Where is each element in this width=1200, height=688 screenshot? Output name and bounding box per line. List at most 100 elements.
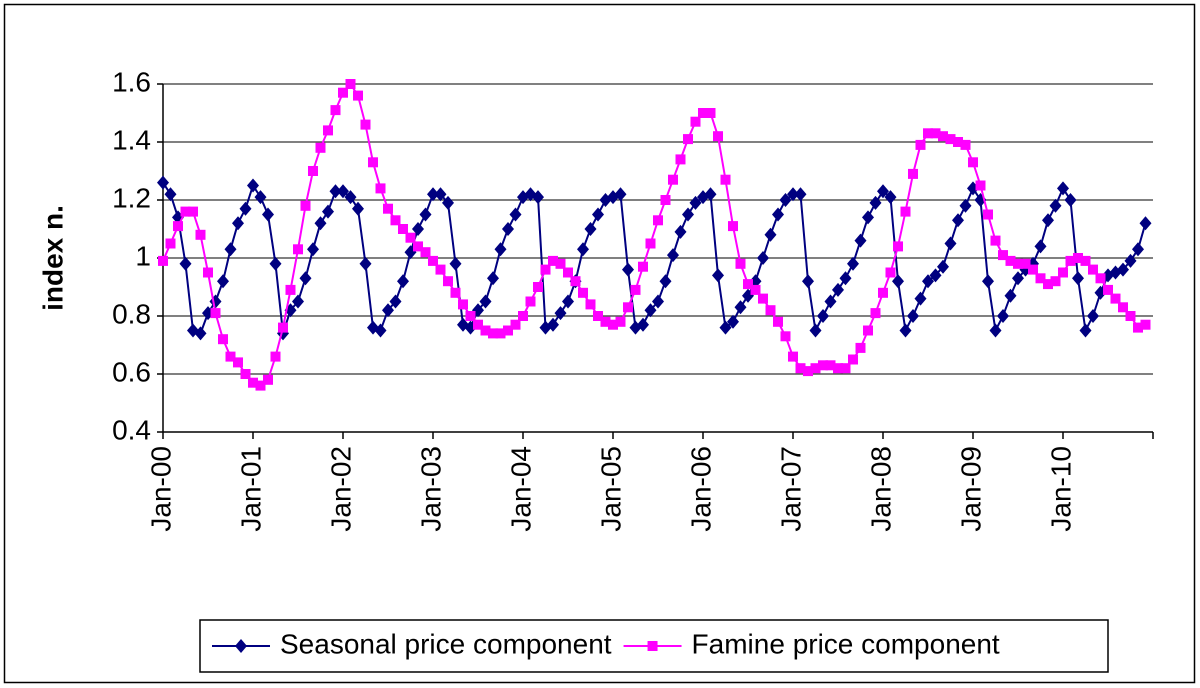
data-point (780, 331, 791, 342)
data-point (179, 256, 192, 271)
data-point (997, 309, 1009, 323)
data-point (299, 271, 312, 286)
data-point (713, 131, 723, 142)
data-point (585, 299, 596, 310)
data-point (442, 195, 454, 210)
data-point (795, 363, 806, 374)
data-point (218, 334, 228, 345)
data-point (314, 216, 327, 231)
data-point (659, 274, 672, 289)
data-point (787, 187, 799, 202)
x-tick-label: Jan-06 (685, 446, 716, 532)
x-tick-label: Jan-00 (145, 446, 176, 532)
data-point (368, 157, 378, 168)
data-point (1095, 273, 1106, 284)
data-point (878, 287, 888, 298)
data-point (1139, 216, 1152, 231)
data-point (382, 303, 394, 318)
data-point (450, 287, 461, 298)
data-point (1088, 264, 1098, 275)
data-point (1132, 242, 1144, 257)
data-point (398, 224, 408, 234)
data-point (210, 308, 221, 319)
data-point (608, 319, 618, 330)
data-point (344, 190, 357, 205)
data-point (998, 250, 1008, 261)
data-point (1013, 258, 1023, 269)
data-point (338, 87, 348, 98)
data-point (322, 204, 334, 219)
y-tick-label: 1.4 (112, 124, 151, 155)
data-point (383, 203, 393, 214)
data-point (1080, 255, 1091, 266)
data-point (915, 139, 926, 150)
data-point (292, 294, 304, 309)
data-point (337, 184, 349, 199)
data-point (727, 314, 739, 329)
data-point (653, 215, 663, 226)
data-point (953, 137, 963, 147)
data-point (630, 284, 641, 295)
y-axis-label: index n. (37, 205, 68, 311)
data-point (435, 264, 446, 275)
data-point (540, 264, 551, 275)
data-point (494, 242, 507, 257)
legend-marker (235, 639, 247, 653)
data-point (525, 296, 536, 307)
data-point (803, 366, 813, 377)
data-point (1043, 279, 1053, 290)
data-point (750, 284, 761, 295)
data-point (689, 195, 702, 210)
data-point (937, 259, 949, 274)
data-point (389, 294, 402, 309)
data-point (269, 256, 282, 271)
data-point (555, 258, 566, 269)
data-point (263, 374, 273, 385)
data-point (165, 238, 176, 249)
data-point (945, 134, 956, 145)
data-point (615, 316, 626, 327)
data-point (675, 154, 686, 165)
data-point (944, 236, 957, 251)
data-point (570, 276, 581, 287)
data-point (487, 271, 499, 286)
data-point (862, 210, 874, 225)
data-point (960, 139, 971, 150)
data-point (817, 309, 829, 323)
data-point (652, 294, 664, 309)
data-point (704, 187, 717, 202)
data-point (930, 128, 941, 139)
data-point (509, 207, 522, 222)
data-point (225, 351, 236, 362)
data-point (1034, 239, 1047, 254)
y-tick-label: 0.6 (112, 356, 151, 387)
data-point (224, 242, 237, 257)
data-point (1118, 302, 1128, 313)
data-point (1035, 273, 1046, 284)
data-point (600, 316, 611, 327)
data-point (247, 178, 259, 193)
data-point (758, 293, 768, 304)
data-point (712, 268, 724, 283)
data-point (719, 320, 732, 335)
data-point (720, 174, 731, 185)
data-point (434, 187, 447, 202)
data-point (473, 319, 483, 330)
data-point (840, 363, 851, 374)
data-point (802, 274, 814, 289)
data-point (922, 274, 934, 289)
data-point (307, 242, 319, 257)
data-point (510, 319, 521, 330)
legend-label: Famine price component (692, 628, 1000, 659)
data-point (548, 255, 558, 266)
data-point (705, 108, 716, 118)
data-point (757, 251, 769, 265)
data-point (690, 116, 701, 127)
x-tick-label: Jan-10 (1045, 446, 1076, 532)
data-point (614, 187, 627, 202)
data-point (877, 184, 889, 199)
data-point (578, 287, 588, 298)
data-point (824, 294, 837, 309)
data-point (180, 206, 191, 217)
